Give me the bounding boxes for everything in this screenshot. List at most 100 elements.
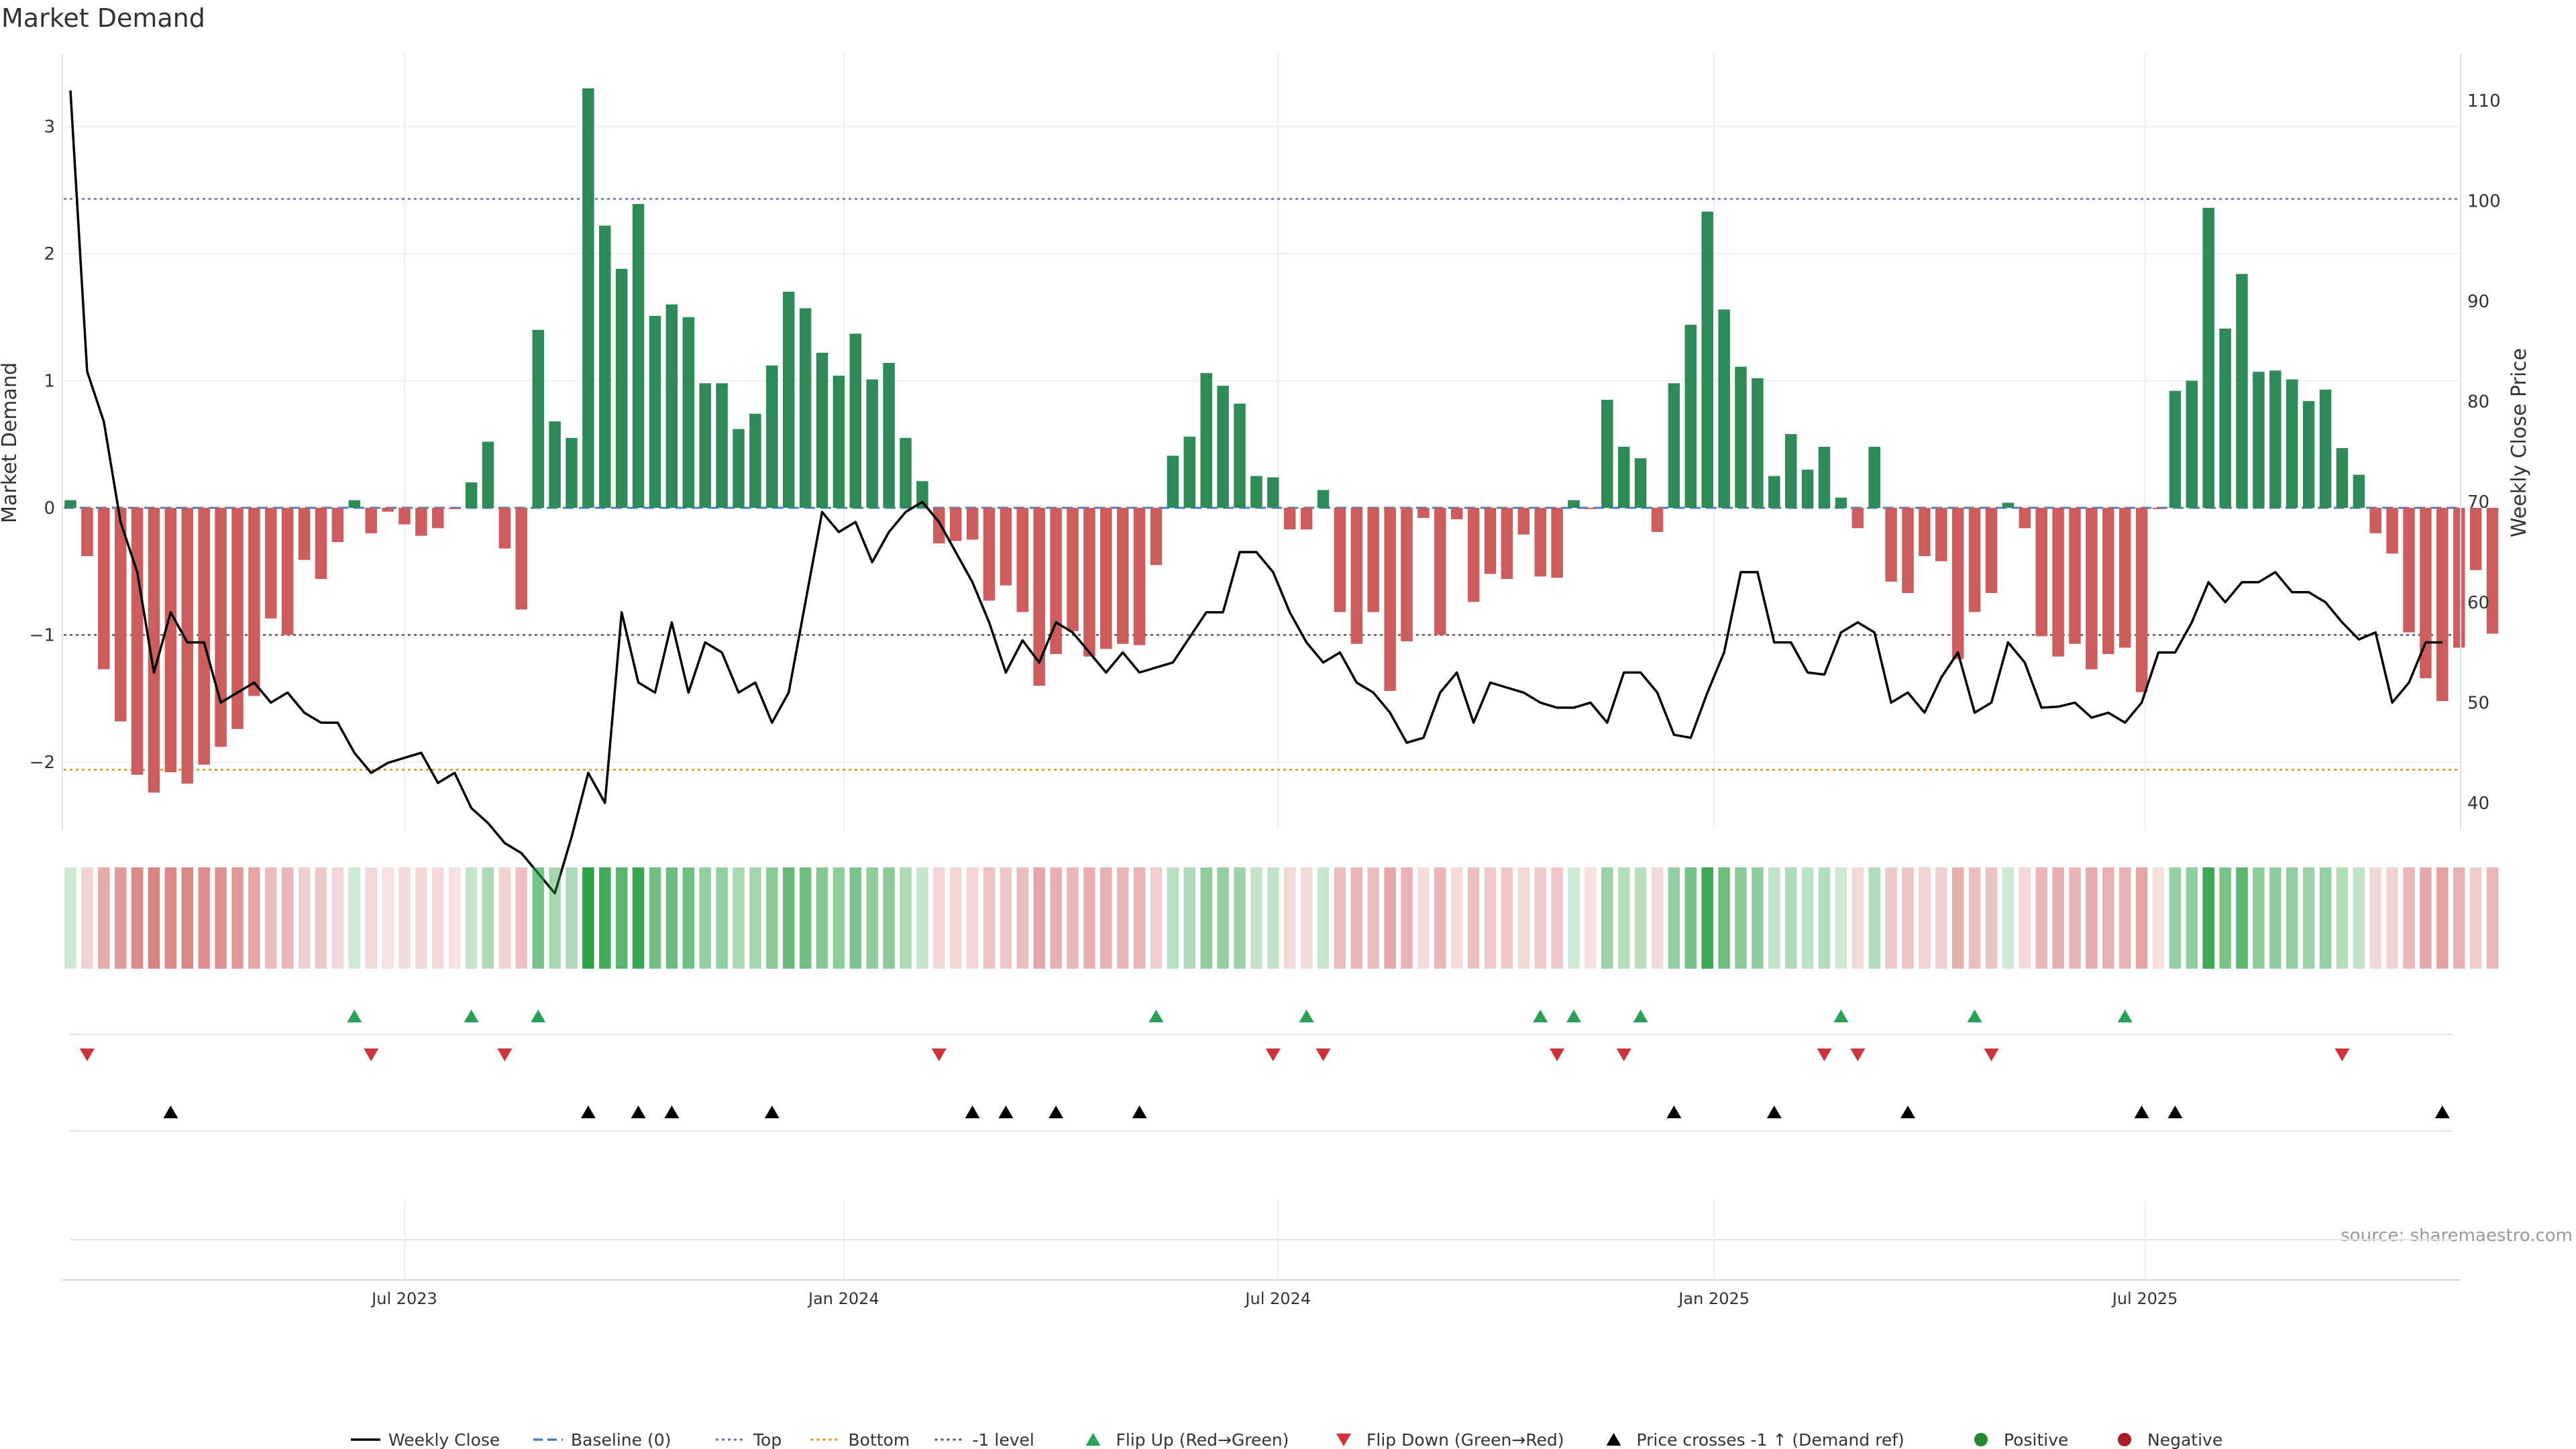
demand-bar-91 <box>1585 508 1597 509</box>
demand-bar-129 <box>2219 328 2231 508</box>
legend-label-2: Top <box>753 1430 782 1449</box>
date-tick-label-3: Jan 2025 <box>1677 1289 1750 1308</box>
demand-bar-17 <box>348 500 361 508</box>
demand-bar-66 <box>1167 455 1179 508</box>
left-axis-label: Market Demand <box>0 362 21 523</box>
heat-cell-92 <box>1601 867 1613 969</box>
heat-cell-111 <box>1919 867 1931 969</box>
heat-cell-81 <box>1417 867 1430 969</box>
heat-cell-27 <box>515 867 528 969</box>
price-cross-marker-2 <box>631 1106 646 1118</box>
demand-bar-69 <box>1217 386 1229 508</box>
heat-cell-61 <box>1083 867 1095 969</box>
demand-bar-71 <box>1250 476 1263 508</box>
heat-cell-100 <box>1735 867 1747 969</box>
heat-cell-118 <box>2035 867 2047 969</box>
demand-bar-39 <box>716 383 728 508</box>
heat-cell-113 <box>1951 867 1964 969</box>
legend-label-6: Flip Down (Green→Red) <box>1366 1430 1564 1449</box>
right-tick-label-1: 50 <box>2467 693 2489 713</box>
heat-cell-78 <box>1367 867 1379 969</box>
demand-bar-22 <box>432 508 444 529</box>
heat-cell-0 <box>64 867 76 969</box>
flip-up-marker-1 <box>464 1010 479 1022</box>
demand-bar-68 <box>1200 373 1212 508</box>
heat-cell-73 <box>1283 867 1296 969</box>
legend-item-5: Flip Up (Red→Green) <box>1085 1430 1289 1449</box>
demand-bar-133 <box>2286 379 2298 508</box>
heat-cell-128 <box>2202 867 2214 969</box>
heat-cell-107 <box>1851 867 1864 969</box>
demand-bar-103 <box>1784 434 1797 508</box>
heat-cell-47 <box>849 867 862 969</box>
demand-bar-110 <box>1902 508 1914 593</box>
price-cross-marker-14 <box>2434 1106 2450 1118</box>
heat-cell-14 <box>298 867 311 969</box>
right-tick-label-3: 70 <box>2467 492 2489 513</box>
demand-bar-141 <box>2420 508 2432 678</box>
heat-cell-5 <box>148 867 160 969</box>
heat-cell-110 <box>1902 867 1914 969</box>
heat-cell-54 <box>966 867 979 969</box>
demand-bar-89 <box>1551 508 1563 578</box>
demand-bar-33 <box>615 268 628 508</box>
right-tick-label-7: 110 <box>2467 91 2501 111</box>
heat-cell-10 <box>231 867 244 969</box>
flip-down-marker-5 <box>1316 1049 1331 1061</box>
demand-bar-62 <box>1100 508 1112 649</box>
demand-bar-113 <box>1951 508 1964 659</box>
heat-cell-115 <box>1985 867 1998 969</box>
heat-cell-127 <box>2186 867 2198 969</box>
demand-bar-57 <box>1016 508 1029 612</box>
demand-bar-63 <box>1116 508 1129 644</box>
heat-cell-70 <box>1234 867 1246 969</box>
demand-bar-19 <box>382 508 394 512</box>
heat-cell-69 <box>1217 867 1229 969</box>
flip-down-marker-7 <box>1616 1049 1631 1061</box>
source-text: source: sharemaestro.com <box>2341 1226 2573 1246</box>
heat-cell-145 <box>2486 867 2499 969</box>
heat-cell-142 <box>2436 867 2449 969</box>
demand-bar-20 <box>398 508 411 525</box>
demand-bar-125 <box>2152 508 2165 509</box>
legend-item-3: Bottom <box>810 1430 910 1449</box>
demand-bar-136 <box>2336 447 2349 508</box>
date-tick-label-1: Jan 2024 <box>807 1289 879 1308</box>
heat-cell-4 <box>131 867 144 969</box>
demand-bar-138 <box>2369 508 2381 533</box>
right-axis-label: Weekly Close Price <box>2508 348 2531 537</box>
demand-heat-strip <box>64 867 2499 969</box>
demand-bar-61 <box>1083 508 1095 657</box>
demand-bar-90 <box>1568 500 1580 508</box>
demand-bar-80 <box>1401 508 1413 641</box>
heat-cell-138 <box>2369 867 2381 969</box>
demand-bar-99 <box>1718 309 1730 508</box>
demand-bar-131 <box>2253 372 2265 508</box>
flip-down-marker-2 <box>497 1049 513 1061</box>
heat-cell-121 <box>2086 867 2098 969</box>
demand-bar-29 <box>549 421 561 508</box>
demand-bar-132 <box>2269 370 2282 508</box>
heat-cell-40 <box>733 867 745 969</box>
heat-cell-67 <box>1183 867 1196 969</box>
flip-up-marker-9 <box>1967 1010 1982 1022</box>
demand-bar-47 <box>849 333 862 508</box>
heat-cell-129 <box>2219 867 2231 969</box>
heat-cell-64 <box>1133 867 1146 969</box>
heat-cell-104 <box>1801 867 1814 969</box>
heat-cell-8 <box>198 867 210 969</box>
heat-cell-37 <box>682 867 695 969</box>
heat-cell-137 <box>2353 867 2365 969</box>
demand-bar-15 <box>315 508 327 580</box>
demand-bar-2 <box>98 508 110 669</box>
heat-cell-66 <box>1167 867 1179 969</box>
demand-bar-126 <box>2169 390 2182 508</box>
flip-down-marker-6 <box>1550 1049 1565 1061</box>
demand-bar-130 <box>2236 274 2248 508</box>
heat-cell-24 <box>465 867 478 969</box>
demand-bar-53 <box>949 508 962 541</box>
legend-item-8: Positive <box>1974 1430 2068 1449</box>
heat-cell-11 <box>248 867 260 969</box>
demand-bar-94 <box>1634 458 1647 508</box>
demand-bar-86 <box>1501 508 1513 580</box>
